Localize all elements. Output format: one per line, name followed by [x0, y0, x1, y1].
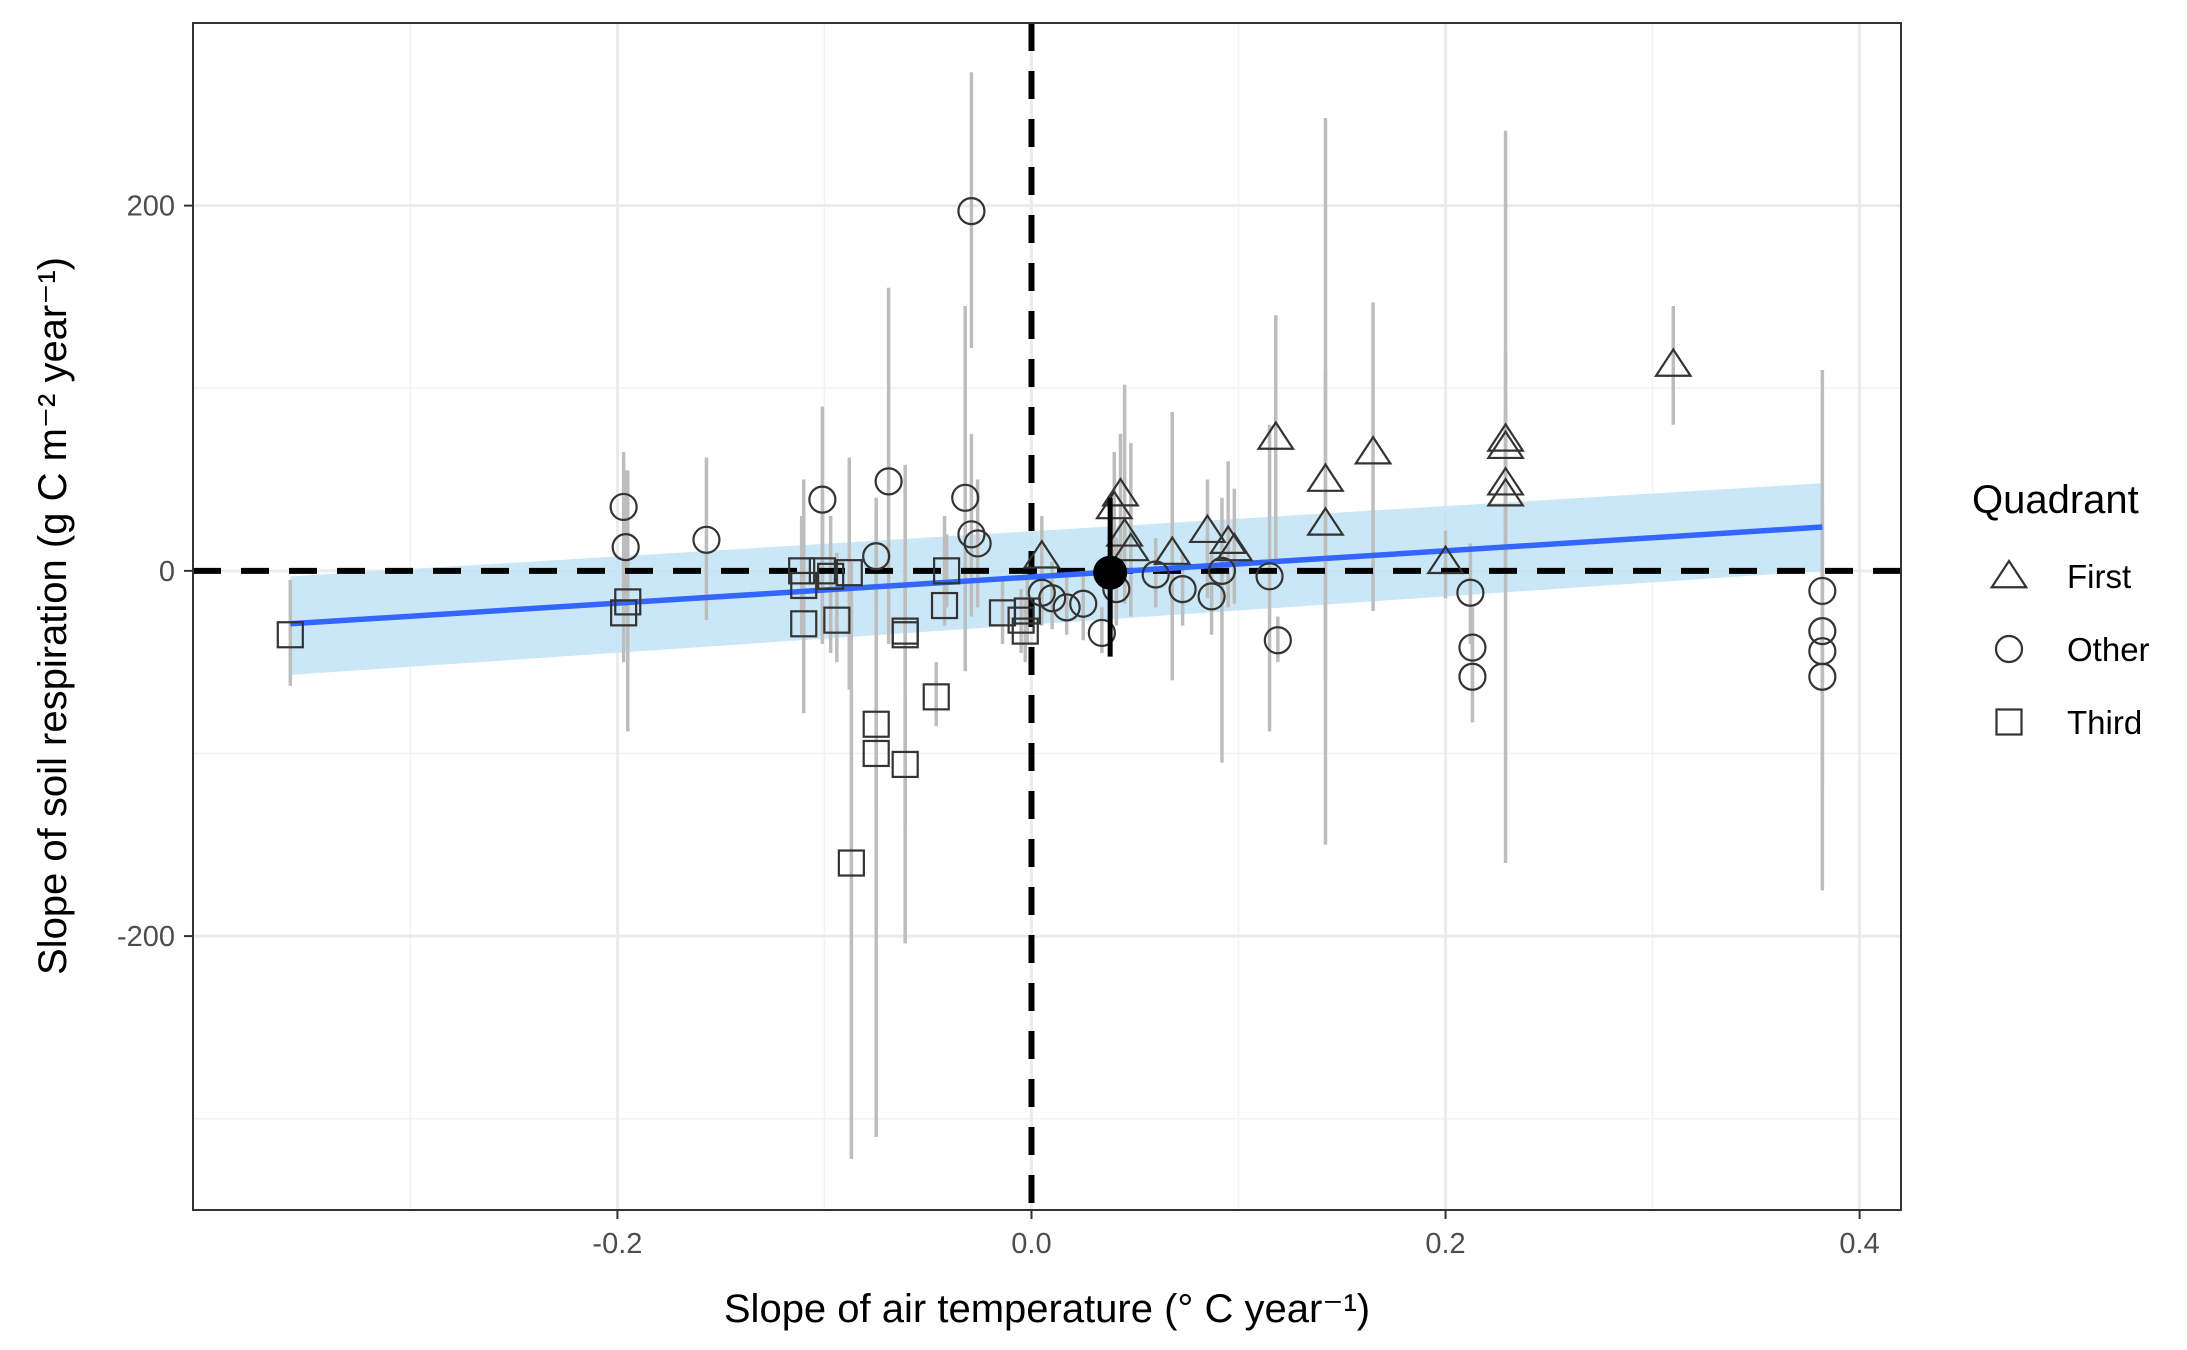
data-point-circle: [1207, 556, 1237, 585]
data-point-square: [614, 588, 642, 616]
y-tick-label: 200: [127, 191, 175, 223]
data-point-square: [862, 739, 890, 768]
data-point-circle: [692, 525, 721, 554]
data-point-triangle: [1208, 524, 1248, 554]
reference-lines: [193, 23, 1901, 1210]
data-point-square: [835, 559, 863, 587]
data-point-circle: [874, 467, 903, 496]
data-point-circle: [609, 492, 638, 522]
data-point-circle: [1087, 618, 1116, 648]
legend-title: Quadrant: [1972, 478, 2139, 522]
data-point-circle: [1255, 562, 1284, 591]
data-point-square: [790, 571, 818, 600]
confidence-band: [290, 483, 1823, 675]
y-tick-label: 0: [159, 556, 175, 588]
legend-entries: First Other Third: [1989, 558, 2150, 741]
data-point-square: [276, 621, 304, 649]
confidence-band-group: [290, 483, 1823, 675]
data-point-square: [1007, 606, 1035, 634]
data-point-circle: [611, 533, 640, 562]
data-point-square: [823, 606, 851, 634]
legend-entry: First: [1989, 558, 2131, 595]
data-point-square: [610, 599, 638, 627]
trend-line: [290, 524, 1823, 627]
data-point-square: [788, 557, 816, 585]
data-point-circle: [951, 483, 980, 512]
x-tick-label: 0.4: [1839, 1228, 1879, 1260]
data-point-square: [808, 557, 836, 585]
data-point-circle: [808, 485, 837, 514]
panel-border: [192, 22, 1902, 1211]
legend-entry: Other: [1994, 631, 2150, 668]
data-point-circle: [1458, 662, 1487, 691]
data-point-triangle: [1353, 435, 1393, 465]
data-point-triangle: [1486, 429, 1525, 460]
data-point-circle: [1456, 578, 1485, 607]
data-point-triangle: [1306, 506, 1345, 536]
data-point-triangle: [1111, 531, 1151, 562]
data-point-square: [837, 849, 865, 877]
data-point-circle: [1168, 575, 1197, 604]
legend-label: First: [2067, 558, 2131, 595]
data-point-triangle: [1105, 517, 1144, 547]
data-point-circle: [1263, 626, 1292, 655]
x-tick-label: 0.2: [1425, 1228, 1465, 1260]
data-point-circle: [1052, 593, 1081, 622]
legend-key-circle: [1994, 634, 2024, 664]
data-point-triangle: [1653, 347, 1693, 377]
data-points: [276, 196, 1837, 877]
data-point-triangle: [1215, 531, 1254, 562]
data-point-triangle: [1101, 477, 1140, 507]
data-point-square: [930, 591, 959, 620]
data-point-square: [1011, 617, 1039, 645]
data-point-circle: [862, 542, 891, 571]
data-point-circle: [1808, 576, 1837, 606]
data-point-triangle: [1188, 513, 1227, 544]
x-axis-title: Slope of air temperature (° C year⁻¹): [724, 1287, 1370, 1331]
data-point-triangle: [1486, 477, 1525, 507]
trend-line-group: [290, 524, 1823, 627]
data-point-square: [932, 557, 961, 585]
data-point-square: [1013, 597, 1041, 625]
data-point-triangle: [1256, 420, 1296, 450]
error-bars: [288, 72, 1825, 1159]
data-point-square: [817, 562, 845, 590]
x-tick-label: 0.0: [1011, 1228, 1051, 1260]
data-point-circle: [1141, 560, 1170, 589]
mean-point: [1093, 555, 1128, 590]
data-point-circle: [1069, 589, 1098, 618]
data-point-circle: [957, 520, 986, 549]
data-point-square: [790, 610, 818, 638]
y-axis-title: Slope of soil respiration (g C m⁻² year⁻…: [31, 257, 75, 975]
y-tick-label: -200: [117, 921, 175, 953]
data-point-circle: [957, 196, 986, 226]
data-point-circle: [1197, 582, 1226, 611]
legend-entry: Third: [1995, 704, 2142, 741]
legend: Quadrant First Other Third: [1972, 478, 2150, 741]
data-point-triangle: [1022, 539, 1062, 569]
data-point-circle: [963, 529, 992, 558]
data-point-triangle: [1426, 544, 1465, 575]
legend-key-triangle: [1989, 558, 2029, 589]
data-point-square: [922, 683, 950, 711]
legend-key-square: [1995, 708, 2023, 736]
data-point-triangle: [1486, 422, 1525, 452]
data-point-triangle: [1306, 462, 1345, 492]
data-point-circle: [1458, 633, 1487, 662]
data-point-circle: [1808, 662, 1837, 691]
data-point-circle: [1808, 617, 1837, 646]
mean-point-group: [1093, 497, 1128, 657]
data-point-square: [891, 750, 919, 779]
x-tick-label: -0.2: [592, 1228, 642, 1260]
data-point-square: [891, 617, 919, 645]
legend-label: Third: [2067, 704, 2142, 741]
data-point-triangle: [1486, 466, 1525, 496]
data-point-square: [862, 710, 890, 738]
data-point-triangle: [1152, 535, 1192, 565]
legend-label: Other: [2067, 631, 2150, 668]
axes: -0.2 0.0 0.2 0.4 -200 0 200: [117, 191, 1880, 1260]
